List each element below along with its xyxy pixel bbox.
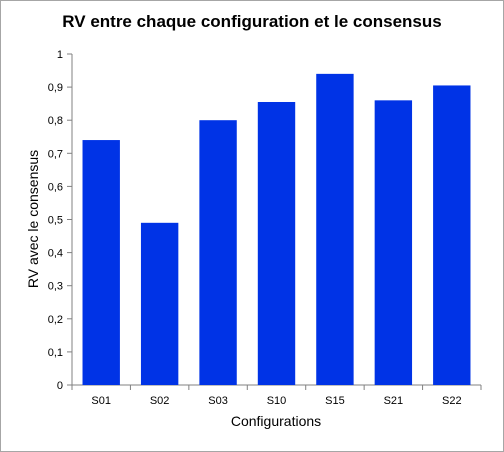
bar-s21 [375, 100, 412, 385]
y-tick-label: 0 [57, 380, 63, 392]
y-tick-label: 0,7 [48, 148, 63, 160]
y-tick-label: 0,3 [48, 281, 63, 293]
bar-s15 [316, 74, 353, 385]
y-tick-label: 0,9 [48, 82, 63, 94]
y-axis-label: RV avec le consensus [25, 150, 41, 288]
y-tick-label: 1 [57, 49, 63, 61]
x-tick-label: S15 [325, 395, 345, 407]
y-tick-label: 0,8 [48, 115, 63, 127]
x-tick-label: S03 [208, 395, 228, 407]
y-tick-label: 0,1 [48, 347, 63, 359]
x-tick-label: S10 [267, 395, 287, 407]
chart-title: RV entre chaque configuration et le cons… [62, 12, 441, 31]
x-ticks: S01 S02 S03 S10 S15 S21 S22 [72, 385, 481, 407]
x-tick-label: S02 [150, 395, 170, 407]
bar-s01 [83, 140, 120, 385]
bar-s02 [141, 223, 178, 385]
x-tick-label: S21 [384, 395, 404, 407]
x-tick-label: S01 [91, 395, 111, 407]
y-tick-label: 0,5 [48, 215, 63, 227]
bar-s22 [433, 85, 470, 385]
bars [83, 74, 471, 385]
y-tick-label: 0,6 [48, 181, 63, 193]
x-axis-label: Configurations [231, 413, 321, 429]
bar-s03 [199, 120, 236, 385]
x-tick-label: S22 [442, 395, 462, 407]
y-tick-label: 0,2 [48, 314, 63, 326]
y-tick-label: 0,4 [48, 248, 63, 260]
bar-s10 [258, 102, 295, 385]
y-ticks: 0 0,1 0,2 0,3 0,4 0,5 0,6 0,7 0,8 0,9 1 [48, 49, 72, 392]
